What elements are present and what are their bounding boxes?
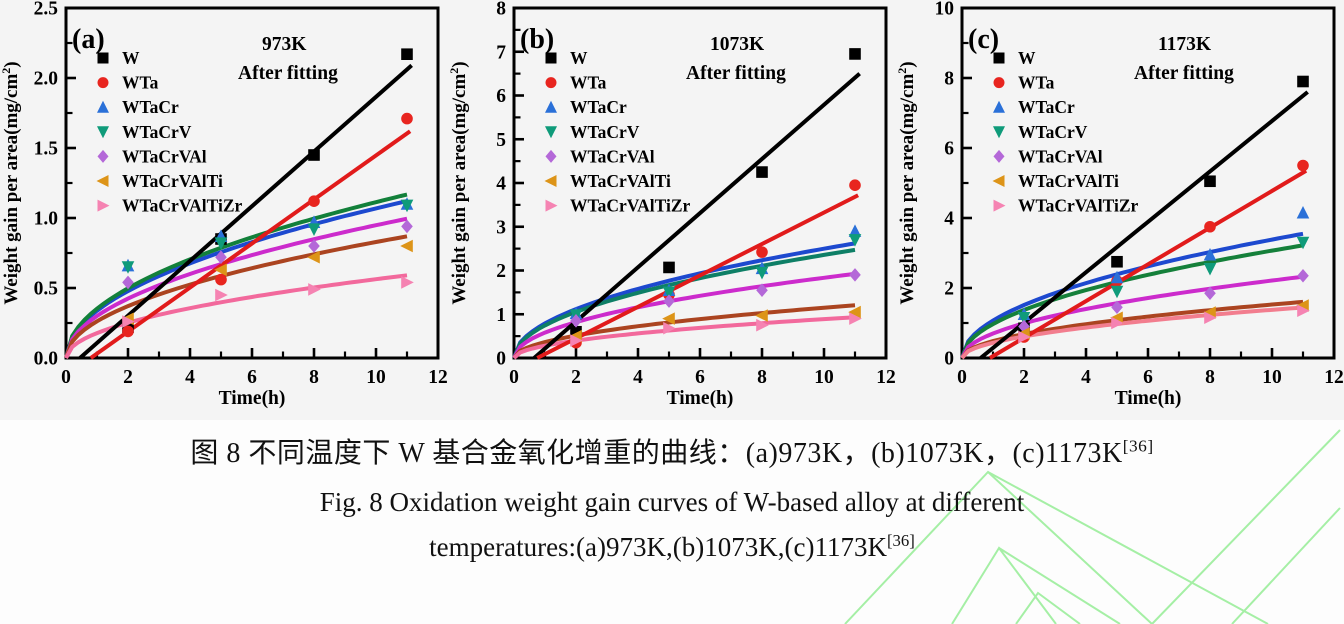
svg-text:WTaCrVAl: WTaCrVAl [570,146,655,166]
svg-text:10: 10 [935,0,955,20]
svg-text:W: W [570,48,588,68]
svg-text:2: 2 [571,367,581,388]
chart-svg-c: 0 2 4 6 8 10 12 0 2 4 6 8 10 Time(h) Weight gain per a… [896,0,1344,409]
svg-text:973K: 973K [262,34,307,55]
svg-text:After fitting: After fitting [1134,63,1234,84]
chart-panel-b: 0 2 4 6 8 10 12 0 1 2 3 4 5 6 7 8 Time(h) Weight gain per… [448,0,896,420]
svg-text:12: 12 [428,367,448,388]
caption-chinese-text: 图 8 不同温度下 W 基合金氧化增重的曲线：(a)973K，(b)1073K，… [190,438,1123,469]
svg-text:0.0: 0.0 [34,349,58,370]
caption-english-line2-text: temperatures:(a)973K,(b)1073K,(c)1173K [429,532,887,562]
svg-text:6: 6 [1143,367,1153,388]
chart-svg-a: 0 2 4 6 8 10 12 0.0 0.5 1.0 1.5 2.0 2.5 Time(h) Weight… [0,0,448,409]
chart-panel-c: 0 2 4 6 8 10 12 0 2 4 6 8 10 Time(h) Weight gain per a… [896,0,1344,420]
svg-text:10: 10 [1262,367,1282,388]
svg-text:(b): (b) [520,24,554,55]
svg-text:W: W [122,48,140,68]
svg-text:2: 2 [1019,367,1029,388]
svg-text:2: 2 [944,279,954,300]
svg-text:WTaCrVAlTi: WTaCrVAlTi [122,171,223,191]
svg-text:WTaCrVAl: WTaCrVAl [1018,146,1103,166]
svg-text:0: 0 [944,349,954,370]
svg-text:WTa: WTa [570,73,607,93]
svg-text:4: 4 [1081,367,1091,388]
svg-text:WTaCrVAlTiZr: WTaCrVAlTiZr [1018,196,1138,216]
svg-text:4: 4 [496,174,506,195]
svg-text:Weight gain per area(mg/cm2): Weight gain per area(mg/cm2) [448,61,470,304]
svg-text:WTaCrV: WTaCrV [570,122,640,142]
svg-text:WTaCrVAl: WTaCrVAl [122,146,207,166]
svg-text:8: 8 [496,0,506,20]
svg-text:WTaCr: WTaCr [570,97,627,117]
svg-text:4: 4 [185,367,195,388]
svg-text:4: 4 [944,209,954,230]
svg-text:WTaCr: WTaCr [1018,97,1075,117]
svg-text:WTa: WTa [1018,73,1055,93]
citation-ref-en: [36] [886,531,915,550]
caption-english-line2: temperatures:(a)973K,(b)1073K,(c)1173K[3… [0,530,1344,564]
figure-panels: 0 2 4 6 8 10 12 0.0 0.5 1.0 1.5 2.0 2.5 Time(h) Weight… [0,0,1344,420]
svg-text:8: 8 [944,69,954,90]
svg-text:After fitting: After fitting [238,63,338,84]
svg-text:12: 12 [876,367,896,388]
svg-text:Time(h): Time(h) [1115,388,1182,409]
caption-english-line1: Fig. 8 Oxidation weight gain curves of W… [319,487,1025,517]
svg-text:1: 1 [496,305,506,326]
svg-text:8: 8 [1205,367,1215,388]
svg-text:3: 3 [496,217,506,238]
svg-text:WTaCrVAlTiZr: WTaCrVAlTiZr [570,196,690,216]
svg-text:(c): (c) [968,24,999,55]
svg-text:Weight gain per area(mg/cm2): Weight gain per area(mg/cm2) [0,61,22,304]
svg-text:WTaCrVAlTi: WTaCrVAlTi [570,171,671,191]
svg-text:8: 8 [757,367,767,388]
svg-text:WTa: WTa [122,73,159,93]
figure-caption: 图 8 不同温度下 W 基合金氧化增重的曲线：(a)973K，(b)1073K，… [0,436,1344,564]
svg-text:Weight gain per area(mg/cm2): Weight gain per area(mg/cm2) [896,61,918,304]
chart-panel-a: 0 2 4 6 8 10 12 0.0 0.5 1.0 1.5 2.0 2.5 Time(h) Weight… [0,0,448,420]
svg-text:(a): (a) [72,24,105,55]
svg-text:2: 2 [123,367,133,388]
svg-text:6: 6 [247,367,257,388]
svg-text:Time(h): Time(h) [219,388,286,409]
svg-text:0.5: 0.5 [34,279,59,300]
citation-ref-zh: [36] [1122,436,1154,456]
caption-chinese: 图 8 不同温度下 W 基合金氧化增重的曲线：(a)973K，(b)1073K，… [0,436,1344,472]
svg-text:W: W [1018,48,1036,68]
svg-text:WTaCr: WTaCr [122,97,179,117]
svg-text:8: 8 [309,367,319,388]
svg-text:4: 4 [633,367,643,388]
svg-text:WTaCrVAlTi: WTaCrVAlTi [1018,171,1119,191]
svg-text:0: 0 [496,349,506,370]
svg-text:1.5: 1.5 [34,139,59,160]
svg-text:WTaCrVAlTiZr: WTaCrVAlTiZr [122,196,242,216]
svg-text:2.5: 2.5 [34,0,59,20]
svg-text:6: 6 [496,86,506,107]
svg-text:0: 0 [957,367,967,388]
svg-text:6: 6 [944,139,954,160]
svg-text:10: 10 [814,367,834,388]
svg-text:0: 0 [61,367,71,388]
svg-text:Time(h): Time(h) [667,388,734,409]
svg-text:2: 2 [496,261,506,282]
svg-text:1.0: 1.0 [34,209,58,230]
svg-text:5: 5 [496,130,506,151]
svg-text:6: 6 [695,367,705,388]
svg-text:0: 0 [509,367,519,388]
svg-text:2.0: 2.0 [34,69,58,90]
svg-text:1173K: 1173K [1158,34,1212,55]
svg-text:1073K: 1073K [710,34,765,55]
svg-text:WTaCrV: WTaCrV [122,122,192,142]
svg-text:12: 12 [1324,367,1344,388]
svg-text:10: 10 [366,367,386,388]
svg-text:7: 7 [496,42,506,63]
svg-text:WTaCrV: WTaCrV [1018,122,1088,142]
svg-text:After fitting: After fitting [686,63,786,84]
